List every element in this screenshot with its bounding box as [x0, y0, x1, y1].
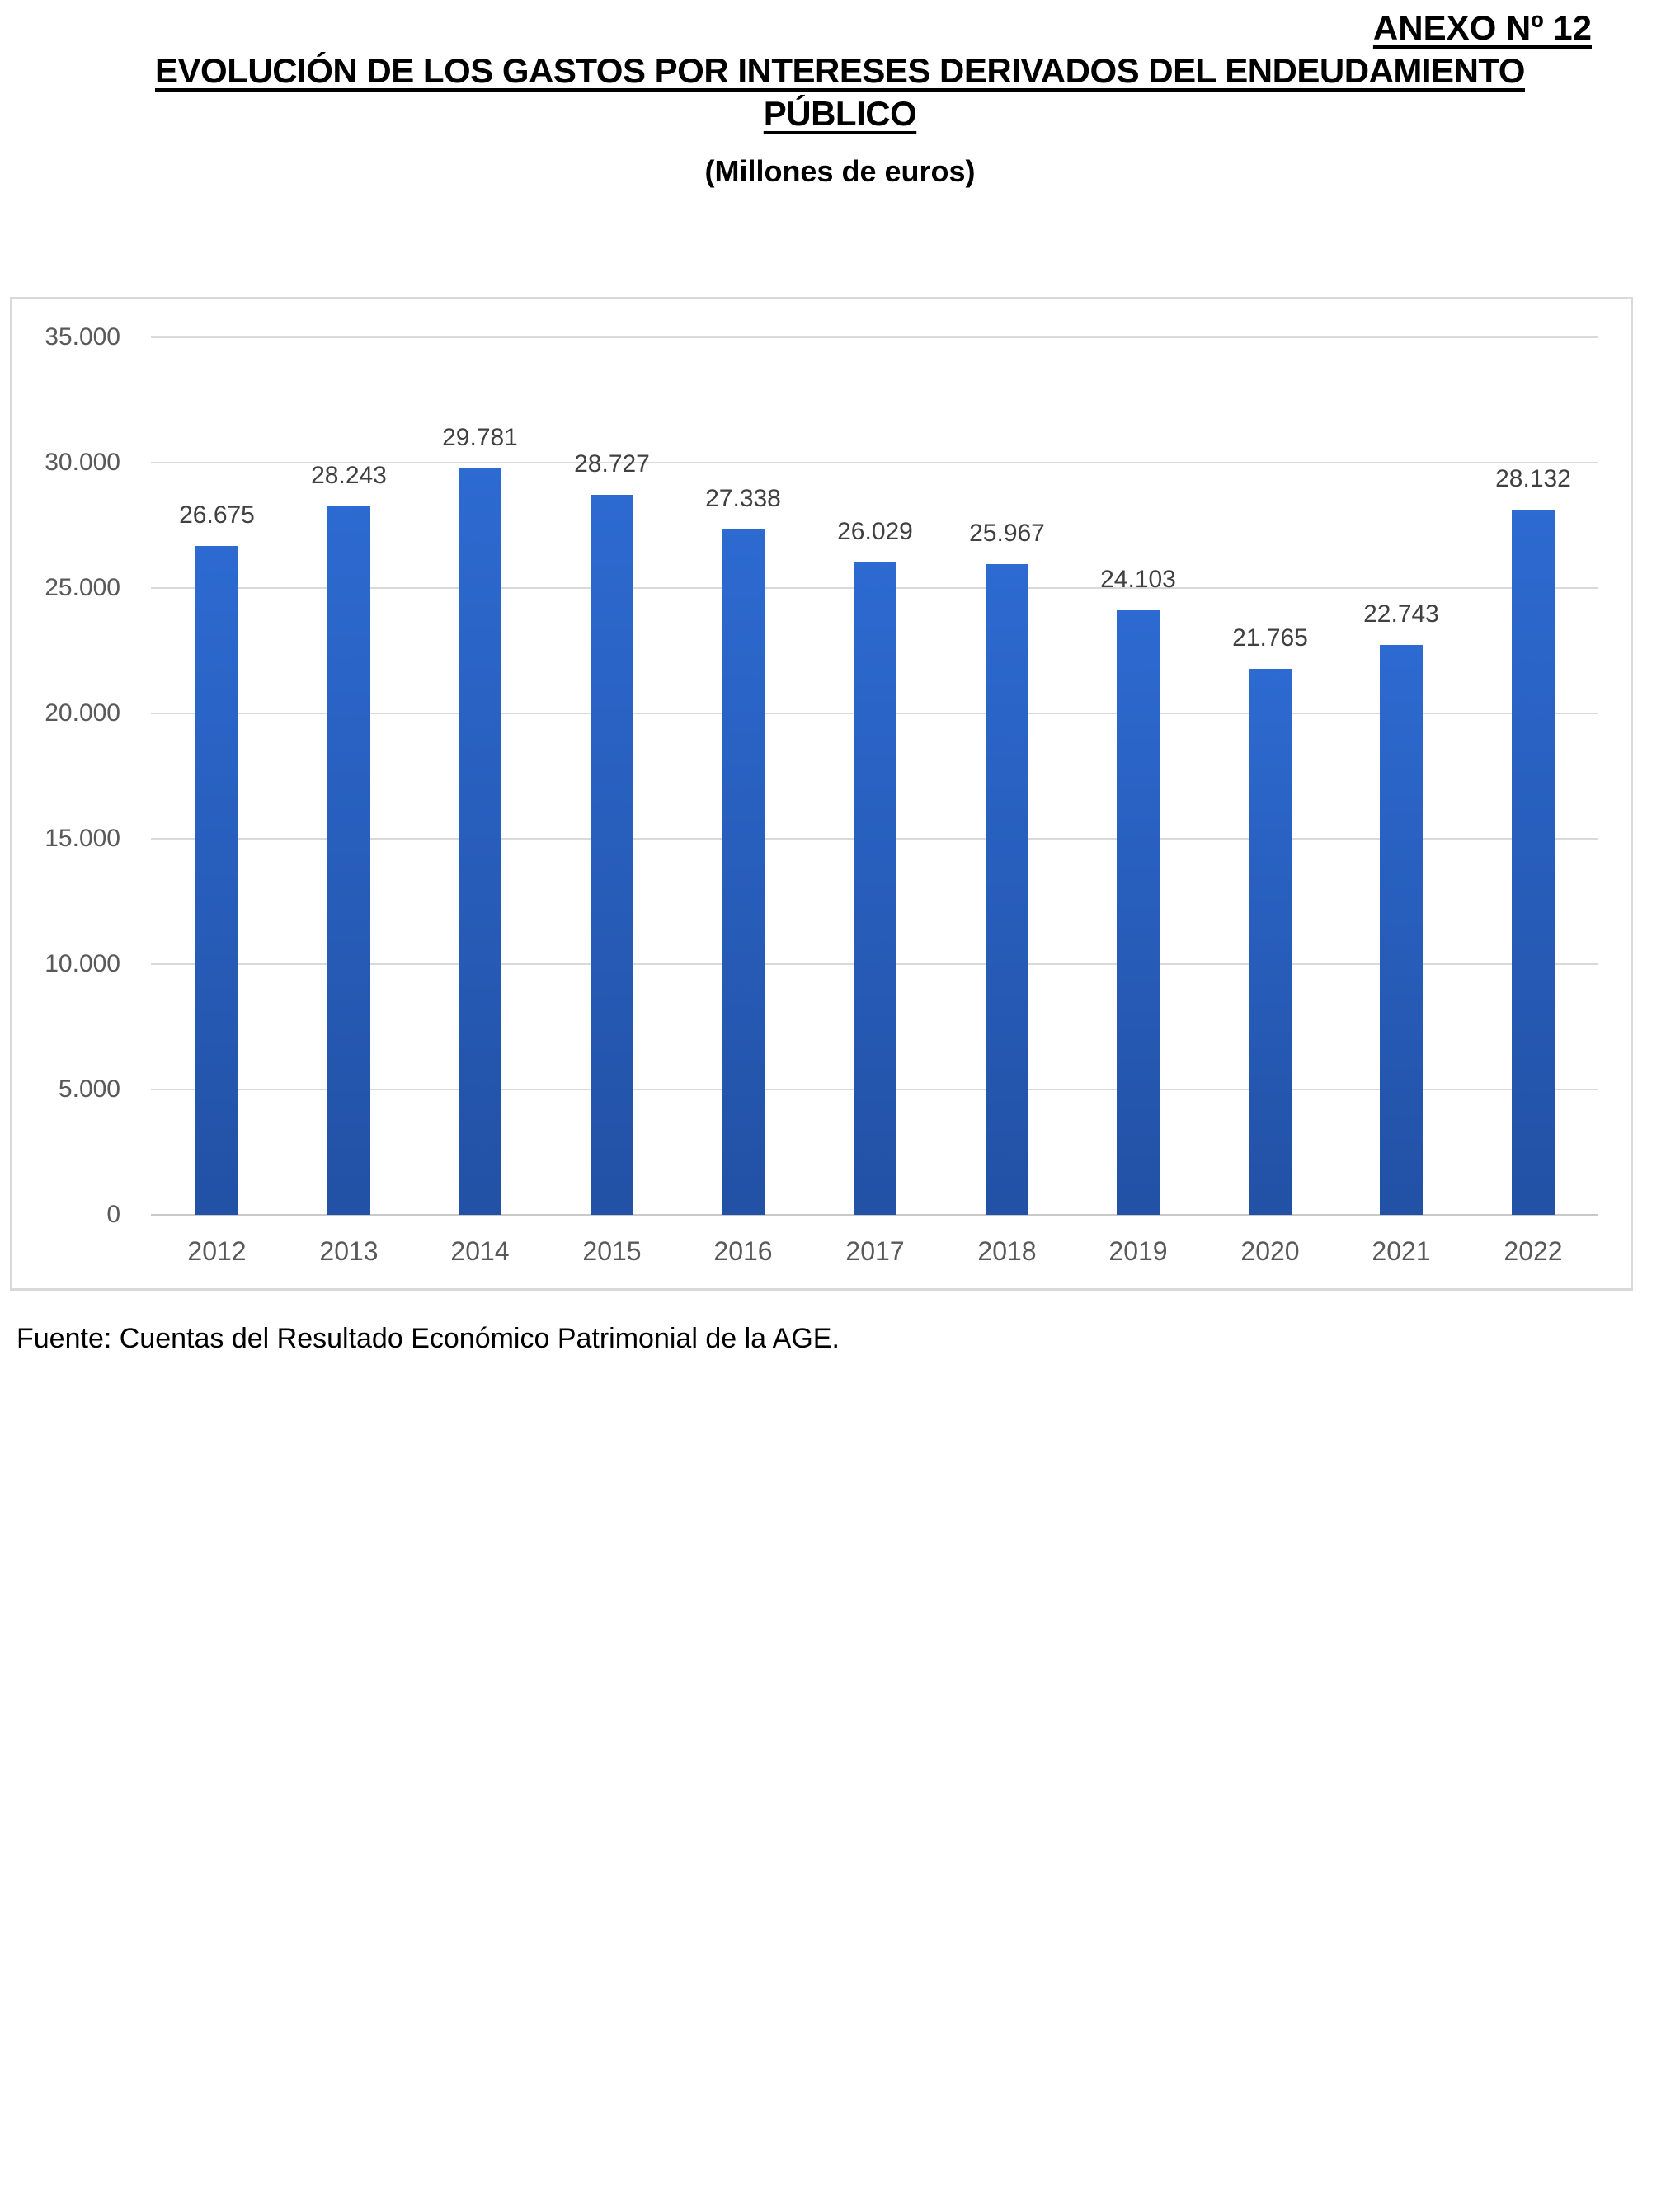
bar: [722, 529, 765, 1215]
x-category-label: 2017: [845, 1236, 905, 1266]
zero-axis-line: [151, 1214, 1598, 1216]
y-tick-label: 35.000: [45, 323, 120, 351]
bar: [854, 562, 896, 1215]
x-category-label: 2016: [713, 1236, 773, 1266]
bar-value-label: 28.132: [1495, 465, 1571, 492]
chart-title-line-1-text: EVOLUCIÓN DE LOS GASTOS POR INTERESES DE…: [155, 51, 1525, 90]
gridline: [151, 462, 1598, 463]
bar-value-label: 22.743: [1363, 600, 1439, 628]
bar-value-label: 26.675: [179, 501, 255, 529]
y-tick-label: 25.000: [45, 574, 120, 601]
x-category-label: 2019: [1108, 1236, 1168, 1266]
annex-label: ANEXO Nº 12: [1372, 8, 1592, 47]
x-category-label: 2018: [977, 1236, 1037, 1266]
bar-value-label: 29.781: [442, 424, 518, 451]
x-category-label: 2022: [1504, 1236, 1563, 1266]
y-tick-label: 30.000: [45, 449, 120, 476]
chart-title-line-2-text: PÚBLICO: [763, 94, 917, 133]
y-tick-label: 15.000: [45, 825, 120, 852]
bar-value-label: 27.338: [705, 485, 781, 512]
bar: [195, 546, 238, 1215]
x-category-label: 2015: [582, 1236, 642, 1266]
bar-value-label: 25.967: [969, 520, 1045, 547]
bar-value-label: 26.029: [837, 518, 913, 545]
y-tick-label: 20.000: [45, 699, 120, 727]
bar: [591, 495, 633, 1215]
chart-subtitle: (Millones de euros): [704, 154, 976, 188]
bar: [459, 468, 501, 1215]
chart-title-line-2: PÚBLICO: [0, 94, 1680, 134]
x-category-label: 2012: [187, 1236, 247, 1266]
source-note: Fuente: Cuentas del Resultado Económico …: [16, 1323, 840, 1354]
bar: [1512, 510, 1555, 1215]
bar: [1117, 610, 1160, 1215]
y-tick-label: 0: [106, 1201, 120, 1228]
bar: [327, 506, 370, 1215]
x-category-label: 2013: [319, 1236, 379, 1266]
bar-value-label: 28.727: [574, 450, 650, 478]
gridline: [151, 336, 1598, 338]
chart-title-line-1: EVOLUCIÓN DE LOS GASTOS POR INTERESES DE…: [0, 51, 1680, 91]
bar: [986, 564, 1028, 1215]
bar-chart: 0 5.000 10.000 15.000 20.000 25.000 30.000 35.0…: [10, 297, 1633, 1291]
bar: [1380, 645, 1423, 1215]
x-category-label: 2014: [450, 1236, 510, 1266]
bar-value-label: 24.103: [1100, 566, 1176, 593]
bar-value-label: 28.243: [311, 462, 387, 489]
y-tick-label: 5.000: [58, 1075, 120, 1103]
bar-value-label: 21.765: [1232, 624, 1308, 652]
x-category-label: 2021: [1372, 1236, 1431, 1266]
bar: [1249, 669, 1292, 1215]
x-category-label: 2020: [1240, 1236, 1300, 1266]
y-tick-label: 10.000: [45, 950, 120, 977]
